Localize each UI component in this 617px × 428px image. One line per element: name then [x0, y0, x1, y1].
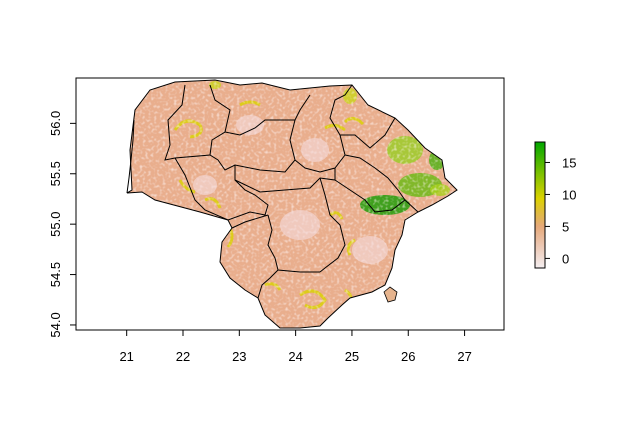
legend-ticks: 0 5 10 15 — [545, 155, 576, 266]
x-tick-label: 27 — [457, 349, 471, 364]
y-tick-label: 54.5 — [48, 262, 63, 287]
legend-colorbar — [534, 141, 546, 269]
boundary-klaipeda — [164, 84, 231, 161]
y-tick-label: 55.0 — [48, 212, 63, 237]
boundary-taurage — [174, 157, 269, 221]
legend-tick-label: 0 — [562, 251, 569, 266]
x-axis: 21 22 23 24 25 26 27 — [119, 330, 472, 364]
light-spot-5 — [193, 175, 217, 195]
boundary-kaunas-vilnius — [319, 177, 346, 273]
raster-speckle — [127, 80, 457, 328]
lithuania-raster — [127, 80, 457, 328]
legend-tick-label: 15 — [562, 155, 576, 170]
boundary-telsiai-siauliai — [224, 94, 311, 136]
boundary-marijampole — [231, 214, 269, 229]
legend-tick-label: 10 — [562, 187, 576, 202]
light-spot-4 — [301, 138, 329, 162]
light-spot-2 — [352, 236, 388, 264]
y-axis: 54.0 54.5 55.0 55.5 56.0 — [48, 111, 76, 338]
boundary-alytus-south — [257, 269, 279, 299]
y-tick-label: 55.5 — [48, 161, 63, 186]
x-tick-label: 25 — [345, 349, 359, 364]
raster-light-spots — [193, 115, 388, 264]
boundary-siauliai-panevezys — [209, 119, 296, 173]
color-legend: 0 5 10 15 — [534, 141, 576, 269]
curonian-spit — [126, 119, 135, 194]
boundary-vilnius-east — [334, 179, 406, 213]
x-tick-label: 22 — [176, 349, 190, 364]
boundary-alytus — [267, 214, 320, 273]
boundary-panevezys-south — [294, 134, 346, 173]
light-spot-3 — [236, 115, 264, 135]
x-tick-label: 21 — [119, 349, 133, 364]
plot-frame — [75, 77, 505, 331]
region-boundaries — [164, 84, 419, 299]
x-tick-label: 26 — [401, 349, 415, 364]
x-tick-label: 24 — [288, 349, 302, 364]
light-spot-1 — [280, 210, 320, 240]
southeast-exclave — [383, 286, 398, 303]
legend-tick-label: 5 — [562, 219, 569, 234]
x-tick-label: 23 — [232, 349, 246, 364]
country-outline — [126, 79, 458, 329]
y-tick-label: 54.0 — [48, 312, 63, 337]
y-tick-label: 56.0 — [48, 111, 63, 136]
